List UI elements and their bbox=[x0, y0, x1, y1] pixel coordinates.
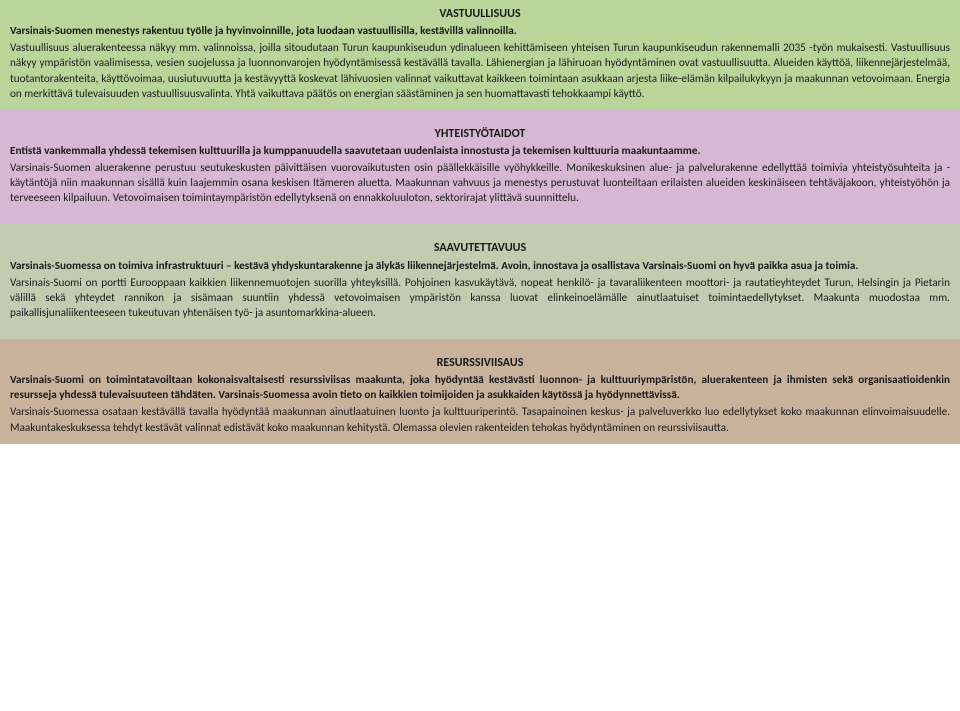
lead-saavutettavuus: Varsinais-Suomessa on toimiva infrastruk… bbox=[10, 259, 950, 274]
spacer bbox=[10, 116, 950, 126]
spacer bbox=[10, 345, 950, 355]
section-vastuullisuus: VASTUULLISUUS Varsinais-Suomen menestys … bbox=[0, 0, 960, 110]
section-saavutettavuus: SAAVUTETTAVUUS Varsinais-Suomessa on toi… bbox=[0, 224, 960, 339]
body-resurssi: Varsinais-Suomessa osataan kestävällä ta… bbox=[10, 405, 950, 435]
spacer bbox=[10, 230, 950, 240]
lead-vastuullisuus: Varsinais-Suomen menestys rakentuu työll… bbox=[10, 24, 950, 39]
body-vastuullisuus: Vastuullisuus aluerakenteessa näkyy mm. … bbox=[10, 41, 950, 101]
section-title-saavutettavuus: SAAVUTETTAVUUS bbox=[10, 240, 950, 256]
section-title-yhteistyo: YHTEISTYÖTAIDOT bbox=[10, 126, 950, 142]
lead-yhteistyo: Entistä vankemmalla yhdessä tekemisen ku… bbox=[10, 144, 950, 159]
lead-resurssi: Varsinais-Suomi on toimintatavoiltaan ko… bbox=[10, 373, 950, 403]
section-resurssi: RESURSSIVIISAUS Varsinais-Suomi on toimi… bbox=[0, 339, 960, 444]
spacer bbox=[10, 206, 950, 216]
body-saavutettavuus: Varsinais-Suomi on portti Eurooppaan kai… bbox=[10, 276, 950, 321]
spacer bbox=[10, 321, 950, 331]
section-title-vastuullisuus: VASTUULLISUUS bbox=[10, 6, 950, 22]
section-yhteistyo: YHTEISTYÖTAIDOT Entistä vankemmalla yhde… bbox=[0, 110, 960, 225]
section-title-resurssi: RESURSSIVIISAUS bbox=[10, 355, 950, 371]
body-yhteistyo: Varsinais-Suomen aluerakenne perustuu se… bbox=[10, 161, 950, 206]
